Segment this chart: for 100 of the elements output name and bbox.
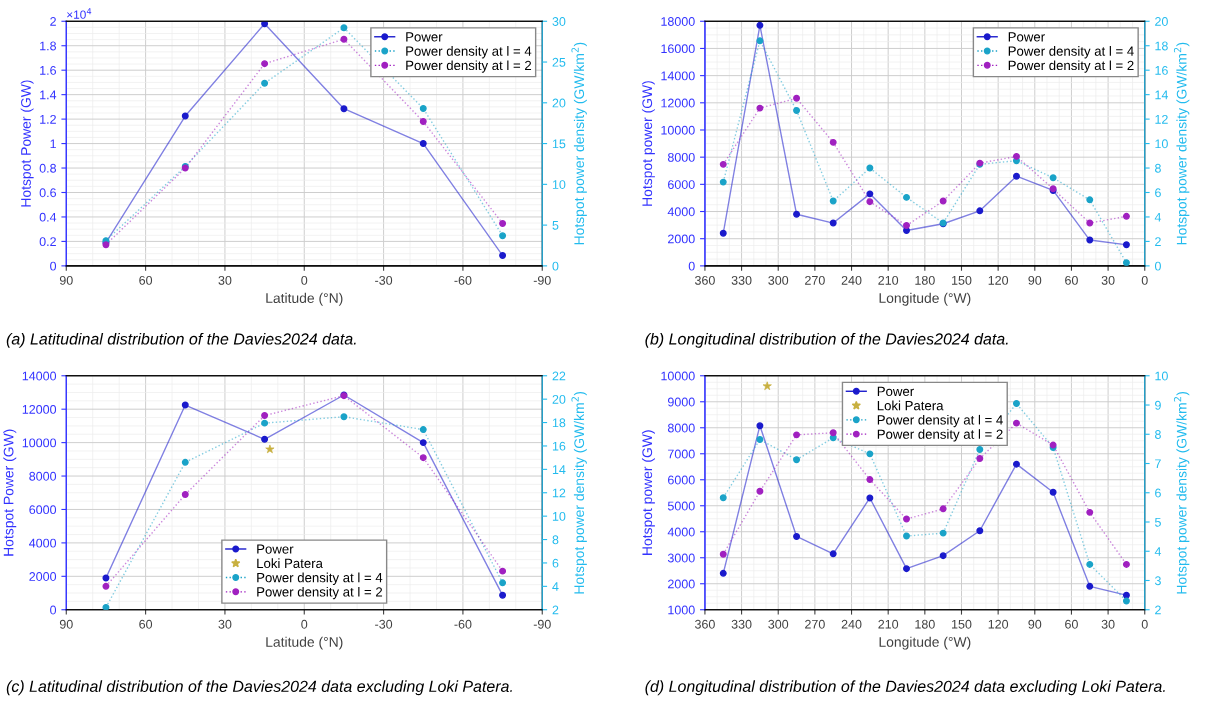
y2-tick-label: 22 xyxy=(552,371,566,381)
legend-label: Power xyxy=(406,32,443,42)
legend-label: Loki Patera xyxy=(257,558,323,569)
y2-tick-label: 2 xyxy=(1155,237,1161,246)
legend-label: Power density at l = 2 xyxy=(877,429,1003,442)
x-axis-title: Longitude (°W) xyxy=(879,292,971,306)
x-tick-label: -60 xyxy=(454,619,472,629)
y-tick-label: 9000 xyxy=(667,397,695,407)
x-tick-label: 0 xyxy=(301,275,308,285)
x-tick-label: 90 xyxy=(1028,619,1042,629)
text: (c) Latitudinal distribution of the Davies2024 data excluding Loki Patera. xyxy=(6,680,512,696)
y-tick-label: 16000 xyxy=(661,44,695,54)
y2-tick-label: 20 xyxy=(552,98,566,108)
x-tick-label: 150 xyxy=(952,275,972,285)
x-tick-label: 30 xyxy=(218,619,232,629)
y2-tick-label: 25 xyxy=(552,57,566,67)
y2-tick-label: 0 xyxy=(552,261,559,271)
x-tick-label: 90 xyxy=(1028,275,1042,285)
y2-axis-title: Hotspot power density (GW/km$^{2}$) xyxy=(571,42,587,245)
x-tick-label: 330 xyxy=(731,275,752,285)
y2-tick-label: 14 xyxy=(1155,90,1169,100)
x-tick-label: 240 xyxy=(841,275,862,285)
y-axis-title: Hotspot power (GW) xyxy=(641,430,655,555)
y-tick-label: 12000 xyxy=(661,98,695,108)
y2-tick-label: 6 xyxy=(1155,188,1161,198)
x-tick-label: 180 xyxy=(915,619,935,629)
x-tick-label: 270 xyxy=(805,275,825,285)
y2-tick-label: 10 xyxy=(1155,139,1168,149)
y2-tick-label: 2 xyxy=(1155,605,1161,615)
legend-label: Power xyxy=(257,544,294,554)
y-tick-label: 7000 xyxy=(668,449,695,459)
y2-axis-title: Hotspot power density (GW/km$^{2}$) xyxy=(1173,391,1190,594)
y-axis-title: Hotspot power (GW) xyxy=(641,81,655,206)
y2-tick-label: 5 xyxy=(552,221,559,230)
y2-tick-label: 3 xyxy=(1154,576,1161,586)
y-tick-label: 1 xyxy=(50,139,56,149)
y-tick-label: 1000 xyxy=(668,605,695,615)
x-tick-label: 60 xyxy=(139,619,153,629)
y2-tick-label: 9 xyxy=(1155,400,1161,410)
y2-tick-label: 0 xyxy=(1154,261,1161,271)
y-tick-label: 8000 xyxy=(667,152,695,162)
y2-tick-label: 8 xyxy=(1155,163,1161,173)
x-tick-label: 0 xyxy=(1141,275,1148,285)
y-tick-label: 4000 xyxy=(29,538,57,548)
legend-label: Power density at l = 4 xyxy=(257,572,383,585)
y2-tick-label: 10 xyxy=(552,511,566,521)
y-tick-label: 1.8 xyxy=(40,41,57,51)
y2-tick-label: 10 xyxy=(1155,371,1168,381)
y-tick-label: 4000 xyxy=(667,207,695,217)
x-tick-label: 210 xyxy=(878,275,899,285)
y-tick-label: 6000 xyxy=(668,475,695,485)
legend-label: Power density at l = 2 xyxy=(406,60,532,73)
legend-label: Loki Patera xyxy=(877,400,944,411)
x-tick-label: 30 xyxy=(218,275,232,285)
y-tick-label: 18000 xyxy=(661,17,695,26)
y-tick-label: 1.4 xyxy=(40,90,57,100)
y2-tick-label: 4 xyxy=(1154,212,1162,222)
y-tick-label: 5000 xyxy=(667,501,695,511)
x-tick-label: 30 xyxy=(1101,275,1115,285)
x-tick-label: -90 xyxy=(533,619,551,629)
y-axis-title: Hotspot Power (GW) xyxy=(3,429,17,556)
y2-tick-label: 15 xyxy=(552,139,566,149)
legend-label: Power density at l = 2 xyxy=(1008,60,1134,73)
x-tick-label: -60 xyxy=(454,275,472,285)
y2-tick-label: 8 xyxy=(1155,430,1161,439)
y-tick-label: 10000 xyxy=(22,438,57,448)
x-tick-label: -30 xyxy=(375,275,393,285)
y-tick-label: 0.2 xyxy=(39,237,56,247)
y-tick-label: 0.4 xyxy=(39,212,57,222)
y-tick-label: 0 xyxy=(50,261,57,271)
y2-tick-label: 7 xyxy=(1155,459,1161,469)
y-tick-label: 3000 xyxy=(667,553,695,563)
x-tick-label: -90 xyxy=(533,275,551,285)
y2-tick-label: 30 xyxy=(552,17,566,26)
y-tick-label: 8000 xyxy=(29,471,57,481)
legend-label: Power density at l = 4 xyxy=(877,414,1003,428)
y2-tick-label: 20 xyxy=(1155,17,1168,26)
x-tick-label: 0 xyxy=(301,619,308,629)
y2-tick-label: 18 xyxy=(552,418,566,428)
text: (a) Latitudinal distribution of the Davies2024 data. xyxy=(6,332,356,348)
text: (d) Longitudinal distribution of the Davies2024 data excluding Loki Patera. xyxy=(645,680,1165,696)
x-tick-label: 30 xyxy=(1101,619,1115,629)
y-tick-label: 14000 xyxy=(22,371,57,381)
y-tick-label: 0 xyxy=(688,261,695,271)
y2-tick-label: 12 xyxy=(1155,114,1168,124)
legend-label: Power xyxy=(877,386,914,397)
x-tick-label: 90 xyxy=(59,275,73,285)
y2-tick-label: 4 xyxy=(552,582,559,591)
y-tick-label: 2000 xyxy=(668,579,695,589)
y2-tick-label: 16 xyxy=(552,441,566,451)
y-tick-label: 1.6 xyxy=(40,65,56,75)
y2-tick-label: 10 xyxy=(552,180,566,189)
y-tick-label: 6000 xyxy=(29,505,57,515)
y2-tick-label: 8 xyxy=(552,535,559,545)
x-tick-label: 60 xyxy=(139,275,153,285)
x-axis-title: Latitude (°N) xyxy=(266,636,343,650)
x-tick-label: 120 xyxy=(988,619,1009,629)
x-axis-title: Latitude (°N) xyxy=(266,292,343,306)
y-tick-label: 4000 xyxy=(667,527,695,537)
y-tick-label: 0.6 xyxy=(39,188,56,198)
